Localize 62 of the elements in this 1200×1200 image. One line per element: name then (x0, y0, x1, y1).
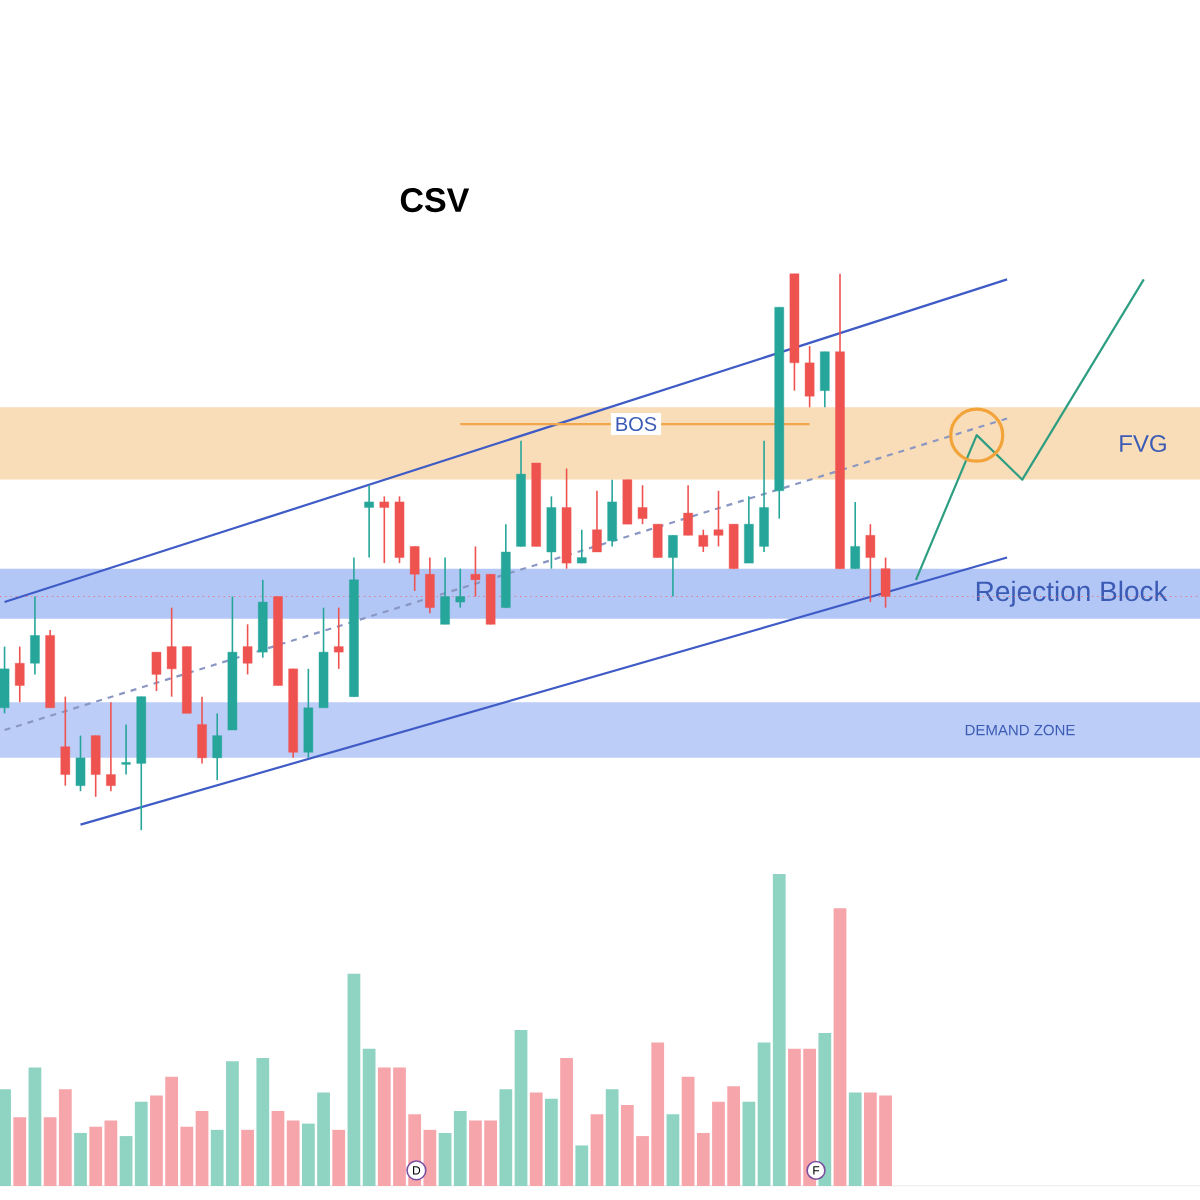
candlestick (607, 478, 617, 548)
bar (575, 1145, 589, 1186)
candlestick (546, 495, 557, 570)
bar (28, 1067, 42, 1186)
candlestick (303, 668, 314, 759)
bar (560, 1058, 573, 1186)
candlestick (865, 523, 876, 603)
bar (13, 1117, 27, 1186)
candlestick (197, 695, 207, 765)
candlestick (60, 695, 71, 787)
candlestick (455, 567, 466, 609)
candlestick (212, 712, 222, 781)
candlestick (652, 523, 663, 559)
candlestick (440, 556, 450, 626)
bar (848, 1092, 862, 1186)
bar (241, 1129, 254, 1186)
candlestick (637, 484, 648, 525)
candlestick (622, 478, 633, 525)
bar (529, 1092, 543, 1186)
candlestick (804, 345, 815, 409)
candlestick (683, 484, 693, 537)
bar (74, 1132, 87, 1186)
band-label: Rejection Block (976, 580, 1168, 607)
candlestick (759, 439, 769, 553)
candlestick (0, 645, 10, 715)
bar (818, 1033, 832, 1186)
candlestick (713, 489, 724, 548)
candlestick (151, 651, 162, 692)
candlestick (577, 528, 587, 564)
candlestick (90, 734, 101, 798)
candlestick (668, 534, 678, 598)
candlestick (166, 606, 177, 698)
candlestick (880, 556, 891, 609)
bar (590, 1114, 604, 1186)
bar (0, 1089, 11, 1186)
candlestick (379, 495, 390, 564)
bar (332, 1129, 346, 1186)
candlestick (75, 734, 86, 793)
candlestick (14, 645, 25, 704)
bar (833, 908, 847, 1186)
bar (605, 1089, 619, 1186)
bar (666, 1114, 680, 1186)
candlestick (106, 701, 116, 793)
candlestick (409, 545, 420, 592)
band-label: FVG (1120, 435, 1166, 452)
candlestick (728, 523, 739, 570)
bar (545, 1098, 558, 1186)
annotation: BOS (616, 416, 657, 432)
candlestick (820, 350, 830, 409)
bar (256, 1058, 270, 1186)
candlestick (30, 595, 40, 676)
candlestick (592, 489, 602, 553)
candlestick (242, 623, 253, 676)
chart-title: CSV (400, 188, 470, 213)
candlestick (850, 501, 860, 570)
candlestick (425, 556, 435, 614)
candlestick (744, 495, 754, 564)
candlestick (120, 723, 132, 776)
candlestick (364, 484, 374, 559)
candlestick (698, 528, 709, 553)
candlestick (333, 606, 344, 670)
candlestick (470, 545, 481, 598)
